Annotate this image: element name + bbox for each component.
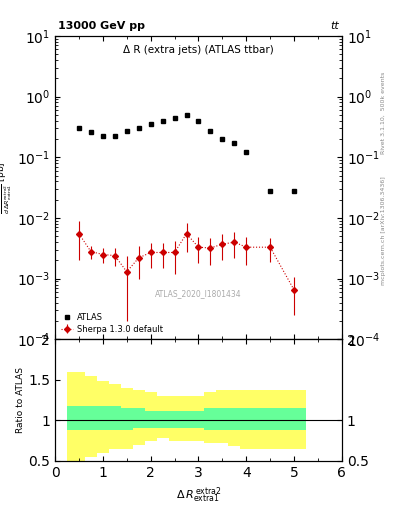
ATLAS bbox=[232, 140, 237, 146]
Bar bbox=[282, 390, 306, 449]
Legend: ATLAS, Sherpa 1.3.0 default: ATLAS, Sherpa 1.3.0 default bbox=[59, 311, 164, 335]
Bar bbox=[145, 392, 157, 440]
ATLAS bbox=[160, 118, 165, 124]
Bar bbox=[109, 384, 121, 449]
Bar bbox=[67, 406, 85, 430]
Text: 13000 GeV pp: 13000 GeV pp bbox=[58, 22, 145, 31]
Bar bbox=[97, 406, 109, 430]
ATLAS bbox=[196, 118, 201, 124]
Text: mcplots.cern.ch [arXiv:1306.3436]: mcplots.cern.ch [arXiv:1306.3436] bbox=[381, 176, 386, 285]
Line: ATLAS: ATLAS bbox=[77, 113, 297, 193]
Bar bbox=[97, 381, 109, 453]
Bar bbox=[258, 408, 282, 430]
ATLAS bbox=[184, 112, 189, 118]
ATLAS bbox=[148, 121, 153, 127]
Bar bbox=[228, 390, 240, 446]
ATLAS bbox=[292, 188, 296, 194]
Bar bbox=[85, 376, 97, 457]
Bar bbox=[240, 390, 258, 449]
Bar bbox=[180, 396, 193, 440]
ATLAS bbox=[172, 115, 177, 121]
Bar bbox=[109, 406, 121, 430]
Bar bbox=[121, 388, 133, 449]
ATLAS bbox=[208, 128, 213, 134]
ATLAS bbox=[112, 134, 117, 140]
Bar bbox=[85, 406, 97, 430]
ATLAS bbox=[88, 129, 93, 135]
Bar bbox=[133, 408, 145, 429]
Bar bbox=[204, 392, 217, 443]
Bar bbox=[169, 396, 180, 440]
Bar bbox=[121, 408, 133, 430]
ATLAS bbox=[244, 150, 249, 156]
ATLAS bbox=[101, 134, 105, 140]
Text: Rivet 3.1.10,  500k events: Rivet 3.1.10, 500k events bbox=[381, 72, 386, 154]
Bar bbox=[157, 396, 169, 438]
Text: ATLAS_2020_I1801434: ATLAS_2020_I1801434 bbox=[155, 289, 242, 298]
ATLAS bbox=[77, 125, 81, 132]
ATLAS bbox=[268, 188, 273, 194]
Bar bbox=[133, 390, 145, 444]
Bar bbox=[240, 408, 258, 430]
Bar bbox=[258, 390, 282, 449]
Text: Δ R (extra jets) (ATLAS ttbar): Δ R (extra jets) (ATLAS ttbar) bbox=[123, 45, 274, 55]
Y-axis label: $\frac{d\,\sigma^\mathrm{nd}}{d\,\Delta R_{\,\mathrm{extra1}}^{\mathrm{extra2}}}: $\frac{d\,\sigma^\mathrm{nd}}{d\,\Delta … bbox=[0, 161, 14, 214]
Bar bbox=[282, 408, 306, 430]
Bar bbox=[193, 396, 204, 440]
Bar bbox=[217, 390, 228, 443]
Bar bbox=[145, 411, 157, 429]
Y-axis label: Ratio to ATLAS: Ratio to ATLAS bbox=[17, 367, 26, 433]
Bar bbox=[157, 411, 169, 429]
Bar bbox=[180, 411, 193, 429]
ATLAS bbox=[125, 128, 129, 134]
Text: tt: tt bbox=[330, 22, 339, 31]
Bar bbox=[217, 408, 228, 430]
ATLAS bbox=[136, 125, 141, 132]
Bar bbox=[169, 411, 180, 429]
Bar bbox=[228, 408, 240, 430]
ATLAS bbox=[220, 136, 225, 142]
Bar bbox=[67, 372, 85, 461]
X-axis label: $\Delta\,R^{\,\mathrm{extra2}}_{\mathrm{extra1}}$: $\Delta\,R^{\,\mathrm{extra2}}_{\mathrm{… bbox=[176, 485, 221, 505]
Bar bbox=[193, 411, 204, 429]
Bar bbox=[204, 408, 217, 430]
